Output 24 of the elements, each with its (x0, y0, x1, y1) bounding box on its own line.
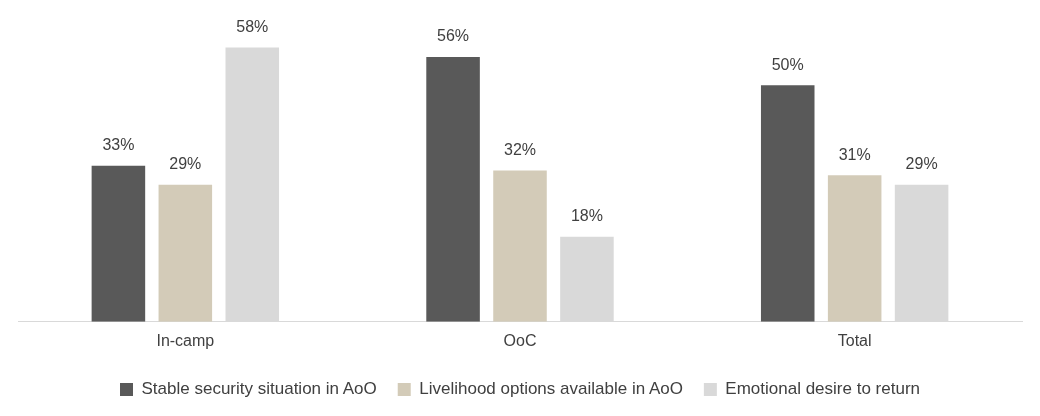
bar (158, 184, 213, 322)
data-label: 50% (771, 55, 804, 73)
bar (827, 175, 882, 322)
data-label: 29% (905, 155, 938, 173)
bar (91, 165, 146, 322)
bar (894, 184, 949, 322)
bar (493, 170, 547, 322)
data-label: 29% (169, 155, 202, 173)
data-label: 33% (102, 136, 135, 154)
bar (225, 47, 280, 322)
legend-label: Stable security situation in AoO (141, 379, 377, 399)
data-label: 32% (503, 140, 537, 158)
x-tick-label: OoC (503, 331, 537, 349)
legend-label: Emotional desire to return (725, 379, 921, 399)
data-label: 18% (570, 207, 603, 225)
bar (426, 56, 480, 322)
data-label: 31% (838, 145, 871, 163)
x-tick-label: Total (837, 331, 872, 349)
legend-label: Livelihood options available in AoO (419, 379, 683, 399)
data-label: 58% (236, 17, 269, 35)
bar (760, 85, 815, 322)
data-label: 56% (437, 27, 470, 45)
bar (560, 236, 614, 322)
x-tick-label: In-camp (156, 331, 215, 349)
